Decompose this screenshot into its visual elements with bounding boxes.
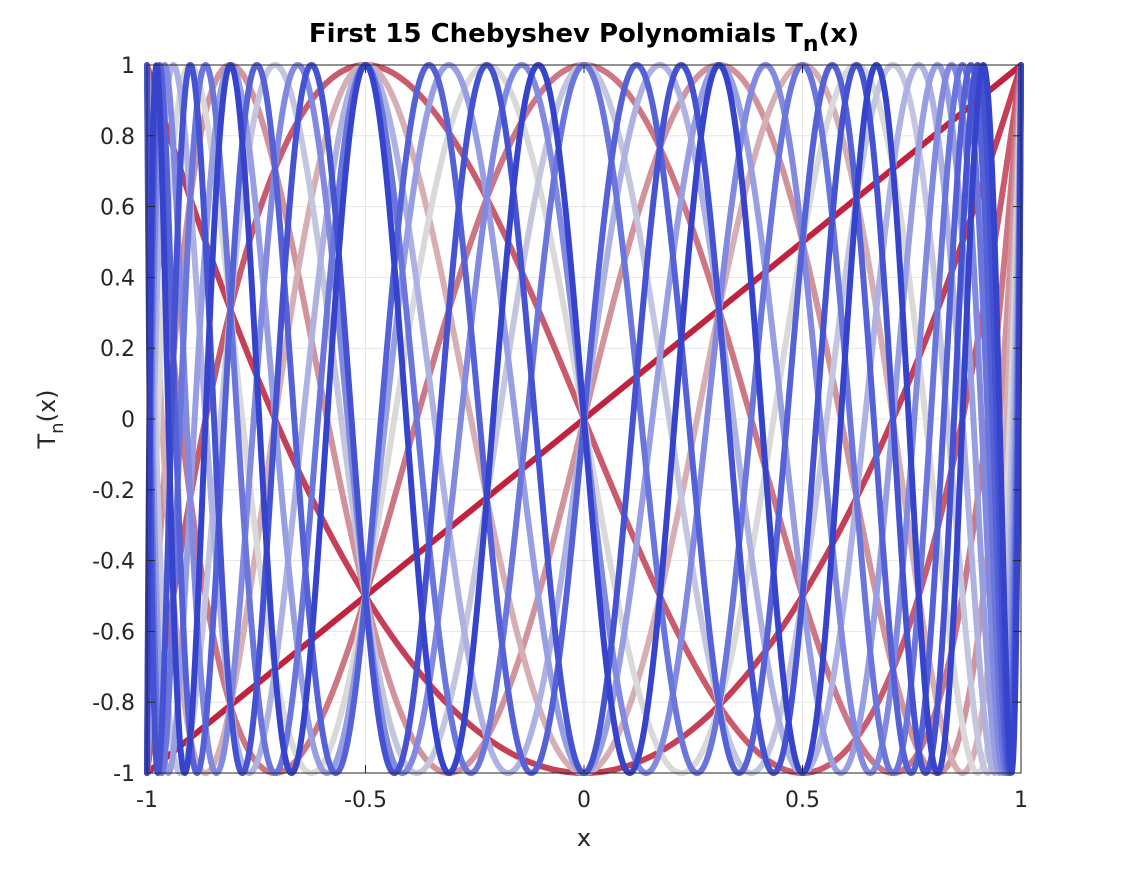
- x-tick-labels: -1 -0.5 0 0.5 1: [136, 788, 1028, 813]
- x-tick-label: 1: [1014, 788, 1028, 813]
- y-axis-label-main: T: [33, 434, 61, 450]
- y-tick-label: -0.2: [92, 479, 135, 504]
- y-axis-label-tail: (x): [33, 389, 61, 422]
- chart-title-tail: (x): [819, 19, 860, 49]
- x-tick-label: -1: [136, 788, 158, 813]
- y-tick-label: 0: [121, 408, 135, 433]
- x-axis-label: x: [577, 824, 591, 852]
- chart-title-subscript: n: [803, 32, 819, 57]
- y-tick-label: 1: [121, 54, 135, 79]
- y-tick-label: 0.4: [100, 266, 135, 291]
- x-tick-label: 0: [577, 788, 591, 813]
- y-tick-labels: -1 -0.8 -0.6 -0.4 -0.2 0 0.2 0.4 0.6 0.8 1: [92, 54, 135, 787]
- y-tick-label: 0.2: [100, 337, 135, 362]
- y-tick-label: -1: [113, 762, 135, 787]
- x-tick-label: 0.5: [785, 788, 820, 813]
- x-tick-label: -0.5: [344, 788, 387, 813]
- chart-title-main: First 15 Chebyshev Polynomials T: [309, 19, 803, 49]
- y-tick-label: 0.8: [100, 125, 135, 150]
- y-tick-label: -0.6: [92, 620, 135, 645]
- y-axis-label: Tn(x): [33, 389, 68, 449]
- y-tick-label: -0.4: [92, 550, 135, 575]
- ticks: [146, 64, 1022, 774]
- y-tick-label: 0.6: [100, 196, 135, 221]
- y-tick-label: -0.8: [92, 691, 135, 716]
- chart-title: First 15 Chebyshev Polynomials Tn(x): [309, 19, 859, 57]
- y-axis-label-subscript: n: [47, 422, 68, 433]
